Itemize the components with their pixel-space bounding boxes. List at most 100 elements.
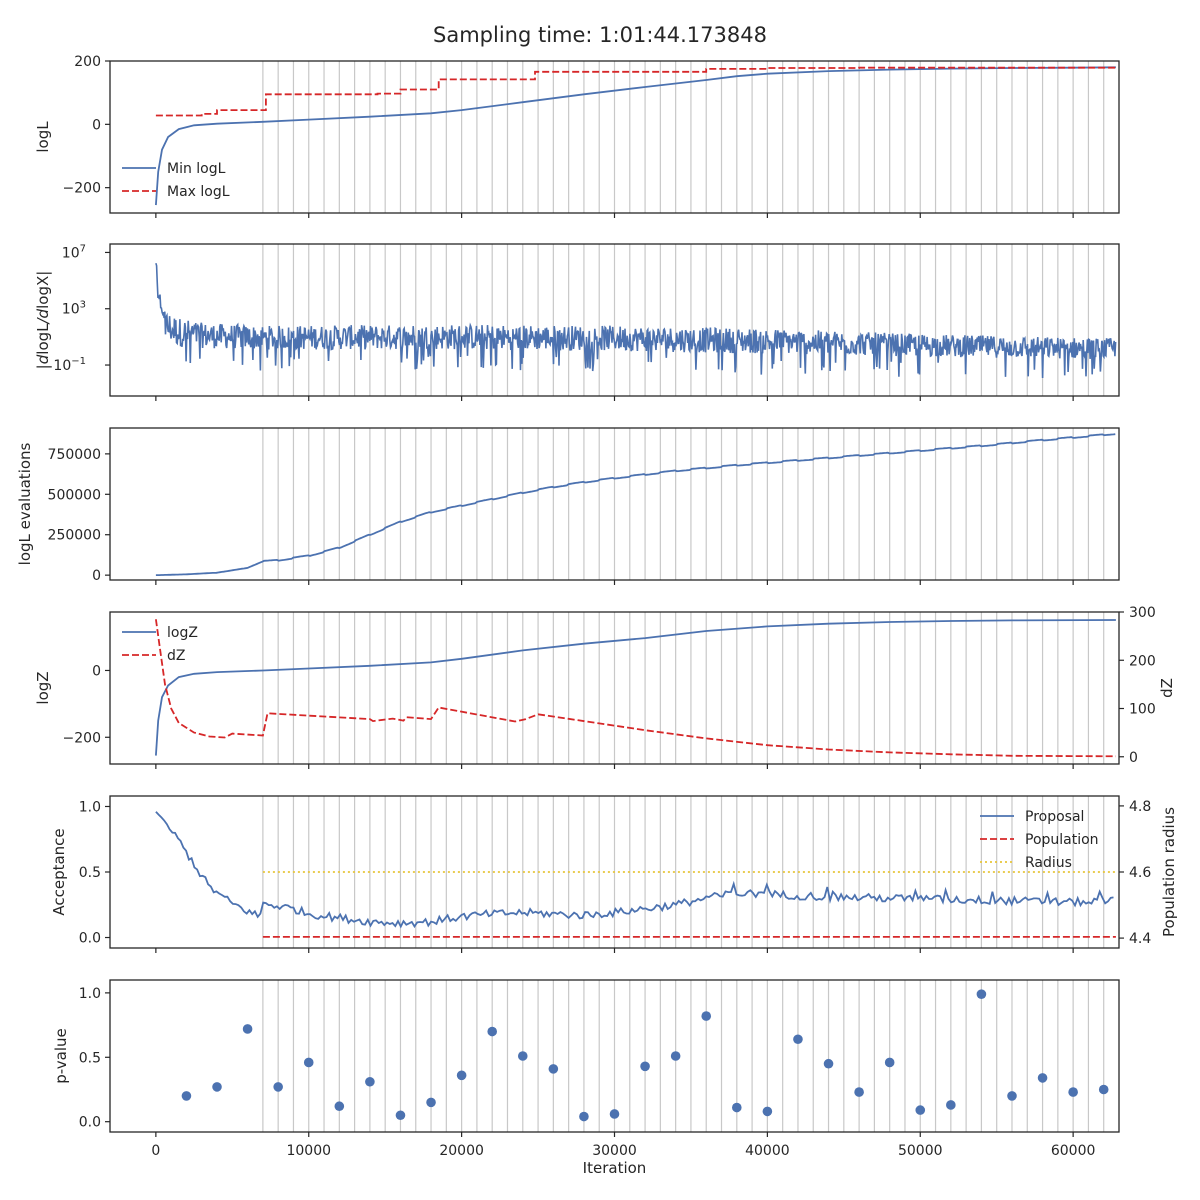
scatter-point [456, 1070, 467, 1081]
panel-logZ: 0 −200 300 200 100 0 logZ dZ logZ dZ [34, 605, 1176, 769]
scatter-point [181, 1091, 192, 1101]
vertical-lines [262, 61, 1105, 213]
y-tick-label: 0 [92, 663, 101, 679]
y-axis-label-part: | [34, 364, 52, 369]
y-tick-label: 0.0 [79, 1115, 101, 1131]
legend: Proposal Population Radius [980, 809, 1099, 871]
scatter-point [762, 1106, 773, 1117]
series-line-logl-evaluations [155, 433, 1116, 576]
scatter-point [303, 1057, 314, 1068]
scatter-point [1068, 1087, 1078, 1097]
y-axis-label-right: dZ [1158, 678, 1176, 698]
y-axis-label: logL evaluations [16, 442, 34, 565]
legend: logZ dZ [122, 625, 198, 664]
scatter-point [609, 1109, 620, 1119]
legend: Min logL Max logL [122, 161, 230, 200]
scatter-point [395, 1110, 406, 1121]
y-tick-label-right: 200 [1129, 653, 1156, 669]
scatter-point [579, 1111, 589, 1122]
y-tick-label-right: 4.4 [1129, 931, 1151, 947]
y-axis-label-right: Population radius [1160, 807, 1178, 937]
y-tick-label: 107 [62, 243, 86, 261]
scatter-point [1037, 1073, 1048, 1083]
scatter-point [854, 1087, 864, 1097]
y-axis-label-part: logL [34, 323, 52, 355]
y-tick-label: −200 [63, 181, 101, 197]
y-tick-label-right: 0 [1129, 750, 1138, 766]
y-tick-exponent: 7 [80, 243, 86, 254]
y-tick-label: 200 [74, 54, 101, 70]
y-tick-label: 750000 [48, 447, 101, 463]
scatter-point [670, 1051, 681, 1061]
y-axis-label-part: d [34, 308, 52, 318]
scatter-point [1098, 1084, 1109, 1095]
scatter-point [640, 1061, 650, 1072]
scatter-point [946, 1100, 956, 1110]
y-axis-label-part: / [34, 316, 52, 325]
y-axis-label: |dlogL/dlogX| [34, 271, 52, 370]
x-tick-label: 30000 [592, 1143, 637, 1159]
series-line-proposal [155, 811, 1114, 929]
y-tick-label-right: 100 [1129, 702, 1156, 718]
series-line-dz [155, 619, 1116, 758]
y-tick-exponent: −1 [71, 356, 86, 367]
scatter-point [823, 1058, 834, 1069]
legend-label: logZ [167, 625, 198, 641]
vertical-lines [262, 612, 1105, 764]
panel-evaluations: 750000 500000 250000 0 logL evaluations [16, 427, 1120, 585]
series-line-max-logl [155, 66, 1117, 117]
panel-logL: 200 0 −200 logL Min logL Max logL [34, 54, 1120, 218]
panel-acceptance: 1.0 0.5 0.0 4.8 4.6 4.4 Acceptance Population r… [50, 795, 1178, 953]
y-axis-label-part: d [34, 354, 52, 364]
y-tick-exponent: 3 [80, 300, 86, 311]
figure-title: Sampling time: 1:01:44.173848 [433, 23, 767, 47]
y-tick-label: 0.5 [79, 1050, 101, 1066]
x-tick-label: 60000 [1051, 1143, 1096, 1159]
y-tick-label-right: 4.6 [1129, 865, 1151, 881]
legend-label: Radius [1025, 855, 1072, 871]
scatter-point [242, 1024, 253, 1034]
y-tick-label: 103 [62, 300, 86, 318]
panel-pvalue: 1.0 0.5 0.0 0 10000 20000 30000 40000 50000 60000… [52, 979, 1120, 1177]
y-axis-label-part: | [34, 271, 52, 276]
scatter-point [1007, 1091, 1017, 1101]
scatter-point [793, 1034, 803, 1045]
y-tick-label: 0 [92, 117, 101, 133]
scatter-point [487, 1026, 497, 1037]
series-line-min-logl [155, 66, 1116, 206]
scatter-point [976, 989, 987, 999]
y-tick-label-right: 4.8 [1129, 799, 1151, 815]
x-tick-label: 0 [151, 1143, 160, 1159]
y-axis-label-part: logX [34, 276, 52, 309]
vertical-lines [262, 980, 1105, 1132]
series-line-dlogl [155, 262, 1117, 379]
y-tick-label: 250000 [48, 528, 101, 544]
scatter-point [426, 1097, 436, 1108]
y-axis-label: logZ [34, 671, 52, 704]
scatter-point [701, 1011, 712, 1021]
y-tick-label: 1.0 [79, 986, 101, 1002]
x-tick-label: 50000 [898, 1143, 943, 1159]
legend-label: Population [1025, 832, 1099, 848]
scatter-point [365, 1076, 375, 1087]
y-axis-label: logL [34, 121, 52, 153]
y-axis-label: Acceptance [50, 828, 68, 915]
x-tick-label: 20000 [439, 1143, 484, 1159]
x-axis-label: Iteration [583, 1159, 647, 1177]
legend-label: dZ [167, 648, 185, 664]
legend-label: Max logL [167, 184, 230, 200]
y-tick-label: 500000 [48, 487, 101, 503]
vertical-lines [262, 428, 1105, 580]
scatter-point [884, 1057, 895, 1068]
scatter-point [548, 1064, 559, 1074]
scatter-point [517, 1051, 528, 1061]
y-tick-label: 0.0 [79, 931, 101, 947]
scatter-point [732, 1102, 742, 1113]
y-tick-label-right: 300 [1129, 605, 1156, 621]
scatter-point [212, 1082, 222, 1092]
y-tick-label: −200 [63, 730, 101, 746]
vertical-lines [262, 244, 1105, 396]
